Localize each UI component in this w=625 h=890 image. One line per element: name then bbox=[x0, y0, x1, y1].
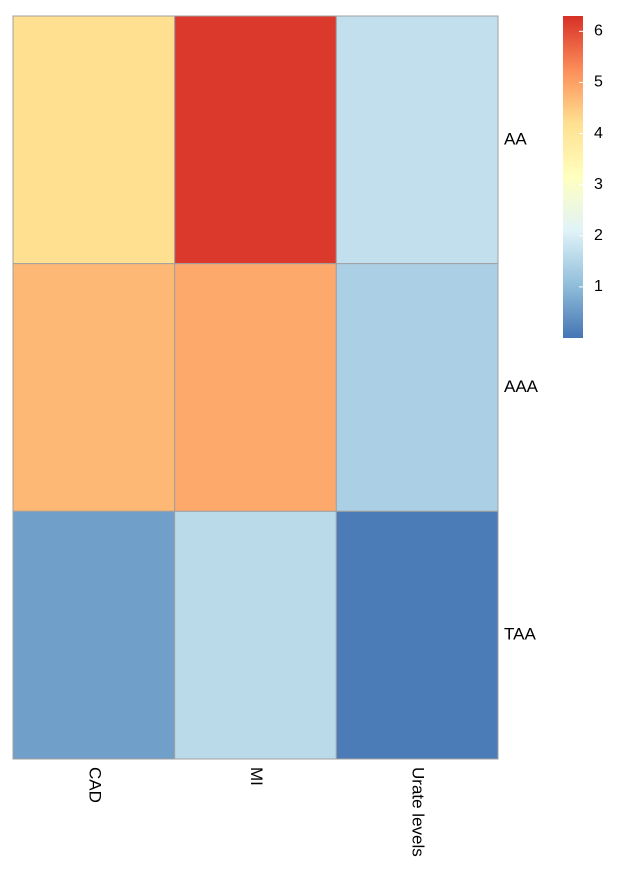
heatmap-cell-taa-urate-levels bbox=[335, 510, 499, 760]
row-label-aa: AA bbox=[504, 129, 527, 148]
heatmap-cell-aaa-cad bbox=[12, 263, 176, 512]
colorbar-tick-label: 5 bbox=[594, 74, 603, 91]
heatmap-cell-aa-cad bbox=[12, 15, 176, 265]
colorbar-gradient bbox=[563, 16, 583, 338]
heatmap-cell-aa-mi bbox=[174, 15, 337, 265]
heatmap-cell-taa-cad bbox=[12, 510, 176, 760]
column-label-cad: CAD bbox=[85, 767, 104, 803]
heatmap-cell-aaa-mi bbox=[174, 263, 337, 512]
colorbar-tick-label: 6 bbox=[594, 23, 603, 40]
heatmap-cells bbox=[12, 15, 499, 760]
colorbar-tick-label: 1 bbox=[594, 278, 603, 295]
column-label-urate-levels: Urate levels bbox=[409, 767, 428, 857]
column-labels: CAD MI Urate levels bbox=[85, 767, 427, 857]
colorbar-ticks: 1 2 3 4 5 6 bbox=[579, 23, 603, 295]
column-label-mi: MI bbox=[247, 767, 266, 786]
heatmap-cell-taa-mi bbox=[174, 510, 337, 760]
colorbar-tick-label: 2 bbox=[594, 227, 603, 244]
row-label-aaa: AAA bbox=[504, 377, 539, 396]
heatmap-cell-aa-urate-levels bbox=[335, 15, 499, 265]
heatmap-cell-aaa-urate-levels bbox=[335, 263, 499, 512]
row-label-taa: TAA bbox=[504, 625, 536, 644]
colorbar-tick-label: 3 bbox=[594, 176, 603, 193]
colorbar: 1 2 3 4 5 6 bbox=[563, 16, 603, 338]
colorbar-tick-label: 4 bbox=[594, 125, 603, 142]
